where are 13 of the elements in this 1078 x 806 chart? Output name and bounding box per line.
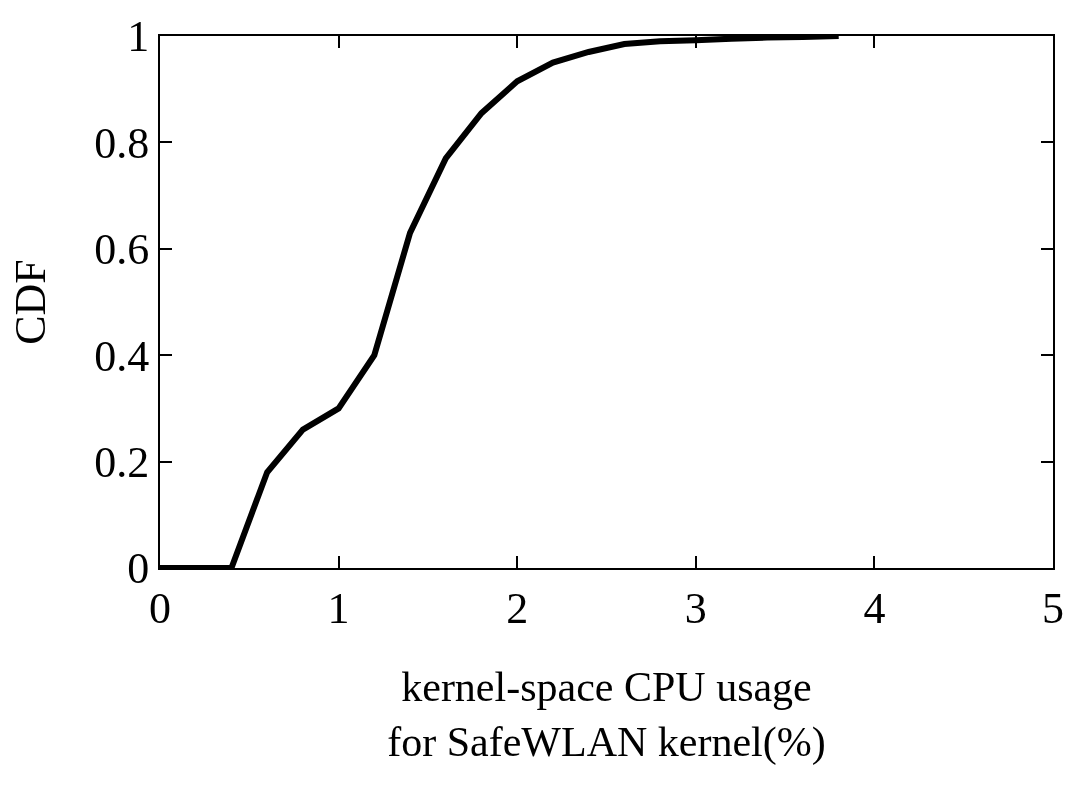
x-tick-label: 1 [327, 583, 350, 633]
y-axis-title: CDF [5, 259, 55, 345]
y-tick-label: 1 [127, 12, 150, 62]
y-tick-label: 0.2 [94, 438, 150, 487]
x-tick-label: 2 [506, 583, 529, 633]
y-tick-label: 0 [127, 544, 150, 594]
y-tick-label: 0.6 [94, 225, 150, 275]
y-tick-label: 0.8 [94, 118, 150, 168]
x-tick-label: 4 [863, 583, 886, 633]
y-tick-label: 0.4 [94, 331, 150, 381]
x-axis-title: kernel-space CPU usage for SafeWLAN kernel(%) [387, 664, 826, 766]
x-tick-label: 3 [684, 583, 707, 633]
x-tick-label: 5 [1042, 583, 1064, 633]
